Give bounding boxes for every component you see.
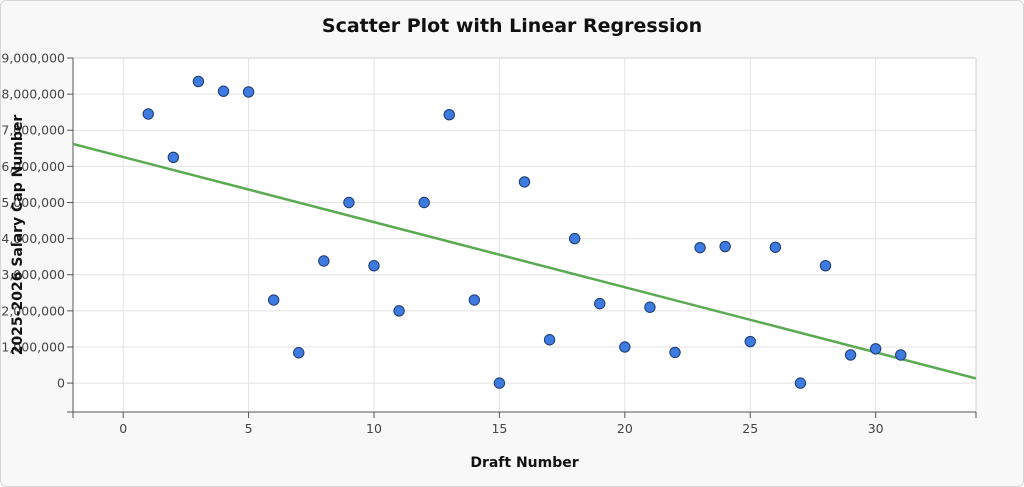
y-tick-label: 8,000,000 <box>1 87 65 102</box>
data-point <box>343 196 355 209</box>
x-axis: 0 5 10 15 20 25 30 <box>72 411 977 436</box>
data-point <box>192 75 205 88</box>
data-point <box>619 341 631 353</box>
y-tick-label: 9,000,000 <box>1 51 65 66</box>
data-point <box>518 176 531 188</box>
x-tick-label: 20 <box>617 421 633 436</box>
x-tick-label: 10 <box>366 421 382 436</box>
data-point <box>744 335 756 348</box>
x-axis-title: Draft Number <box>470 455 578 471</box>
data-point <box>242 86 255 98</box>
data-point <box>769 241 782 253</box>
data-point <box>418 196 430 209</box>
data-point <box>644 301 656 313</box>
data-point <box>669 346 681 359</box>
data-point <box>217 85 230 97</box>
x-tick-label: 25 <box>742 421 758 436</box>
y-tick-label: 3,000,000 <box>1 267 65 282</box>
data-point <box>568 232 581 245</box>
data-point <box>318 255 330 267</box>
data-point <box>443 109 455 121</box>
data-point <box>142 108 154 120</box>
data-point <box>293 347 305 359</box>
y-tick-label: 4,000,000 <box>1 231 65 246</box>
y-tick-label: 5,000,000 <box>1 195 65 210</box>
chart-title: Scatter Plot with Linear Regression <box>321 15 703 37</box>
y-axis: 0 1,000,000 2,000,000 3,000,000 4,000,000 5,0… <box>1 51 74 413</box>
data-point <box>869 343 882 355</box>
data-point <box>719 240 731 253</box>
data-point <box>393 305 405 317</box>
data-point <box>895 349 907 361</box>
data-point <box>844 349 857 361</box>
y-tick-label: 2,000,000 <box>1 303 65 318</box>
x-tick-label: 0 <box>119 421 127 436</box>
data-point <box>694 241 706 254</box>
data-point <box>167 151 180 164</box>
regression-line <box>72 142 977 380</box>
data-point <box>819 260 832 272</box>
data-points <box>142 75 907 389</box>
data-point <box>468 294 481 306</box>
plot-background <box>73 58 976 412</box>
y-tick-label: 1,000,000 <box>1 339 65 354</box>
data-point <box>267 294 280 306</box>
x-tick-label: 30 <box>868 421 884 436</box>
data-point <box>794 377 807 389</box>
data-point <box>543 334 556 346</box>
y-tick-label: 6,000,000 <box>1 159 65 174</box>
y-tick-label: 0 <box>57 376 65 391</box>
data-point <box>594 297 606 310</box>
y-axis-title: 2025-2026 Salary Cap Number <box>10 115 26 356</box>
data-point <box>368 260 380 272</box>
x-tick-label: 5 <box>245 421 253 436</box>
y-tick-label: 7,000,000 <box>1 123 65 138</box>
data-point <box>493 377 506 389</box>
x-tick-label: 15 <box>491 421 507 436</box>
